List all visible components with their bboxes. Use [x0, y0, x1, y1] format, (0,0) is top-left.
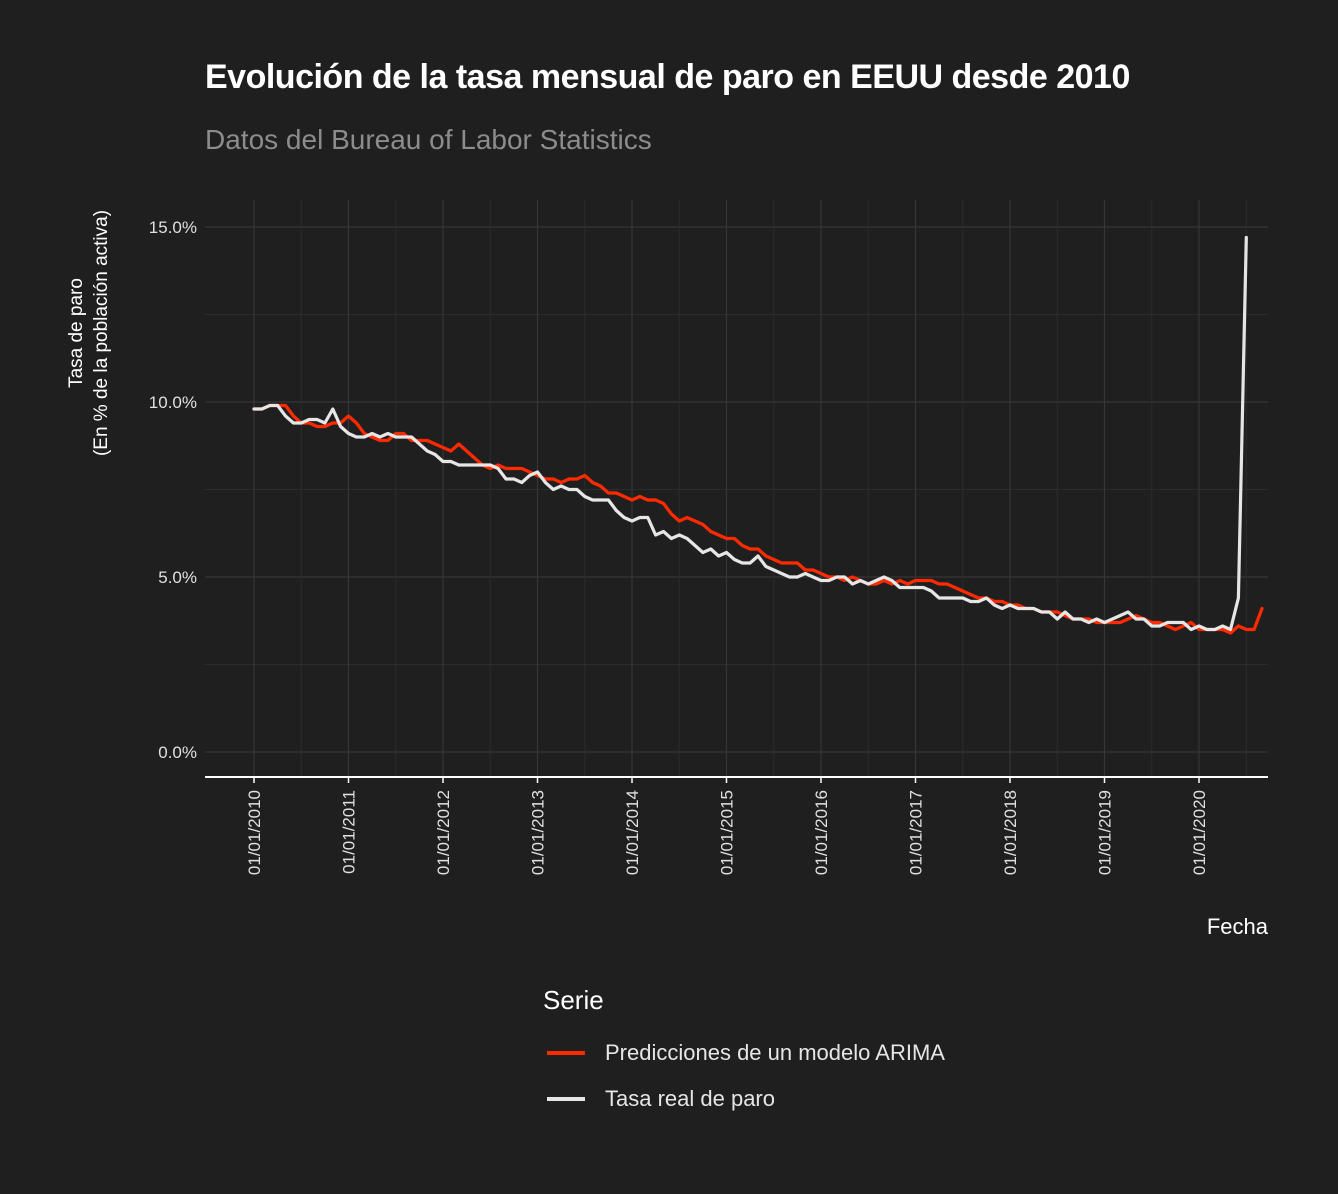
x-tick-label: 01/01/2015 [718, 790, 737, 875]
x-tick-label: 01/01/2019 [1096, 790, 1115, 875]
x-tick-label: 01/01/2014 [623, 790, 642, 875]
y-axis-label-line1: Tasa de paro [66, 278, 87, 388]
chart-subtitle: Datos del Bureau of Labor Statistics [205, 124, 652, 155]
x-tick-label: 01/01/2017 [907, 790, 926, 875]
legend-item-arima: Predicciones de un modelo ARIMA [547, 1038, 945, 1068]
y-tick-label: 10.0% [149, 393, 197, 412]
x-tick-label: 01/01/2018 [1001, 790, 1020, 875]
legend-swatch-arima [547, 1051, 585, 1055]
x-tick-label: 01/01/2020 [1190, 790, 1209, 875]
legend-swatch-real [547, 1097, 585, 1101]
x-tick-label: 01/01/2013 [529, 790, 548, 875]
x-tick-label: 01/01/2016 [812, 790, 831, 875]
series-lines [252, 235, 1264, 635]
y-axis-label: Tasa de paro (En % de la población activa… [66, 210, 112, 456]
x-tick-label: 01/01/2011 [340, 790, 359, 874]
legend-item-real: Tasa real de paro [547, 1084, 775, 1114]
x-tick-label: 01/01/2012 [434, 790, 453, 875]
y-tick-label: 0.0% [158, 743, 197, 762]
series-line-arima [252, 403, 1264, 635]
legend-label-arima: Predicciones de un modelo ARIMA [605, 1040, 945, 1065]
y-axis: 0.0% 5.0% 10.0% 15.0% [149, 218, 197, 762]
grid-lines [205, 200, 1268, 777]
y-axis-label-line2: (En % de la población activa) [91, 210, 112, 456]
y-tick-label: 5.0% [158, 568, 197, 587]
legend-title: Serie [543, 985, 604, 1015]
chart-title: Evolución de la tasa mensual de paro en … [205, 58, 1130, 96]
x-tick-label: 01/01/2010 [245, 790, 264, 875]
legend-label-real: Tasa real de paro [605, 1086, 775, 1111]
y-tick-label: 15.0% [149, 218, 197, 237]
x-axis: 01/01/2010 01/01/2011 01/01/2012 01/01/2013… [205, 776, 1268, 875]
x-axis-label: Fecha [1206, 914, 1268, 939]
series-line-real [252, 235, 1248, 632]
